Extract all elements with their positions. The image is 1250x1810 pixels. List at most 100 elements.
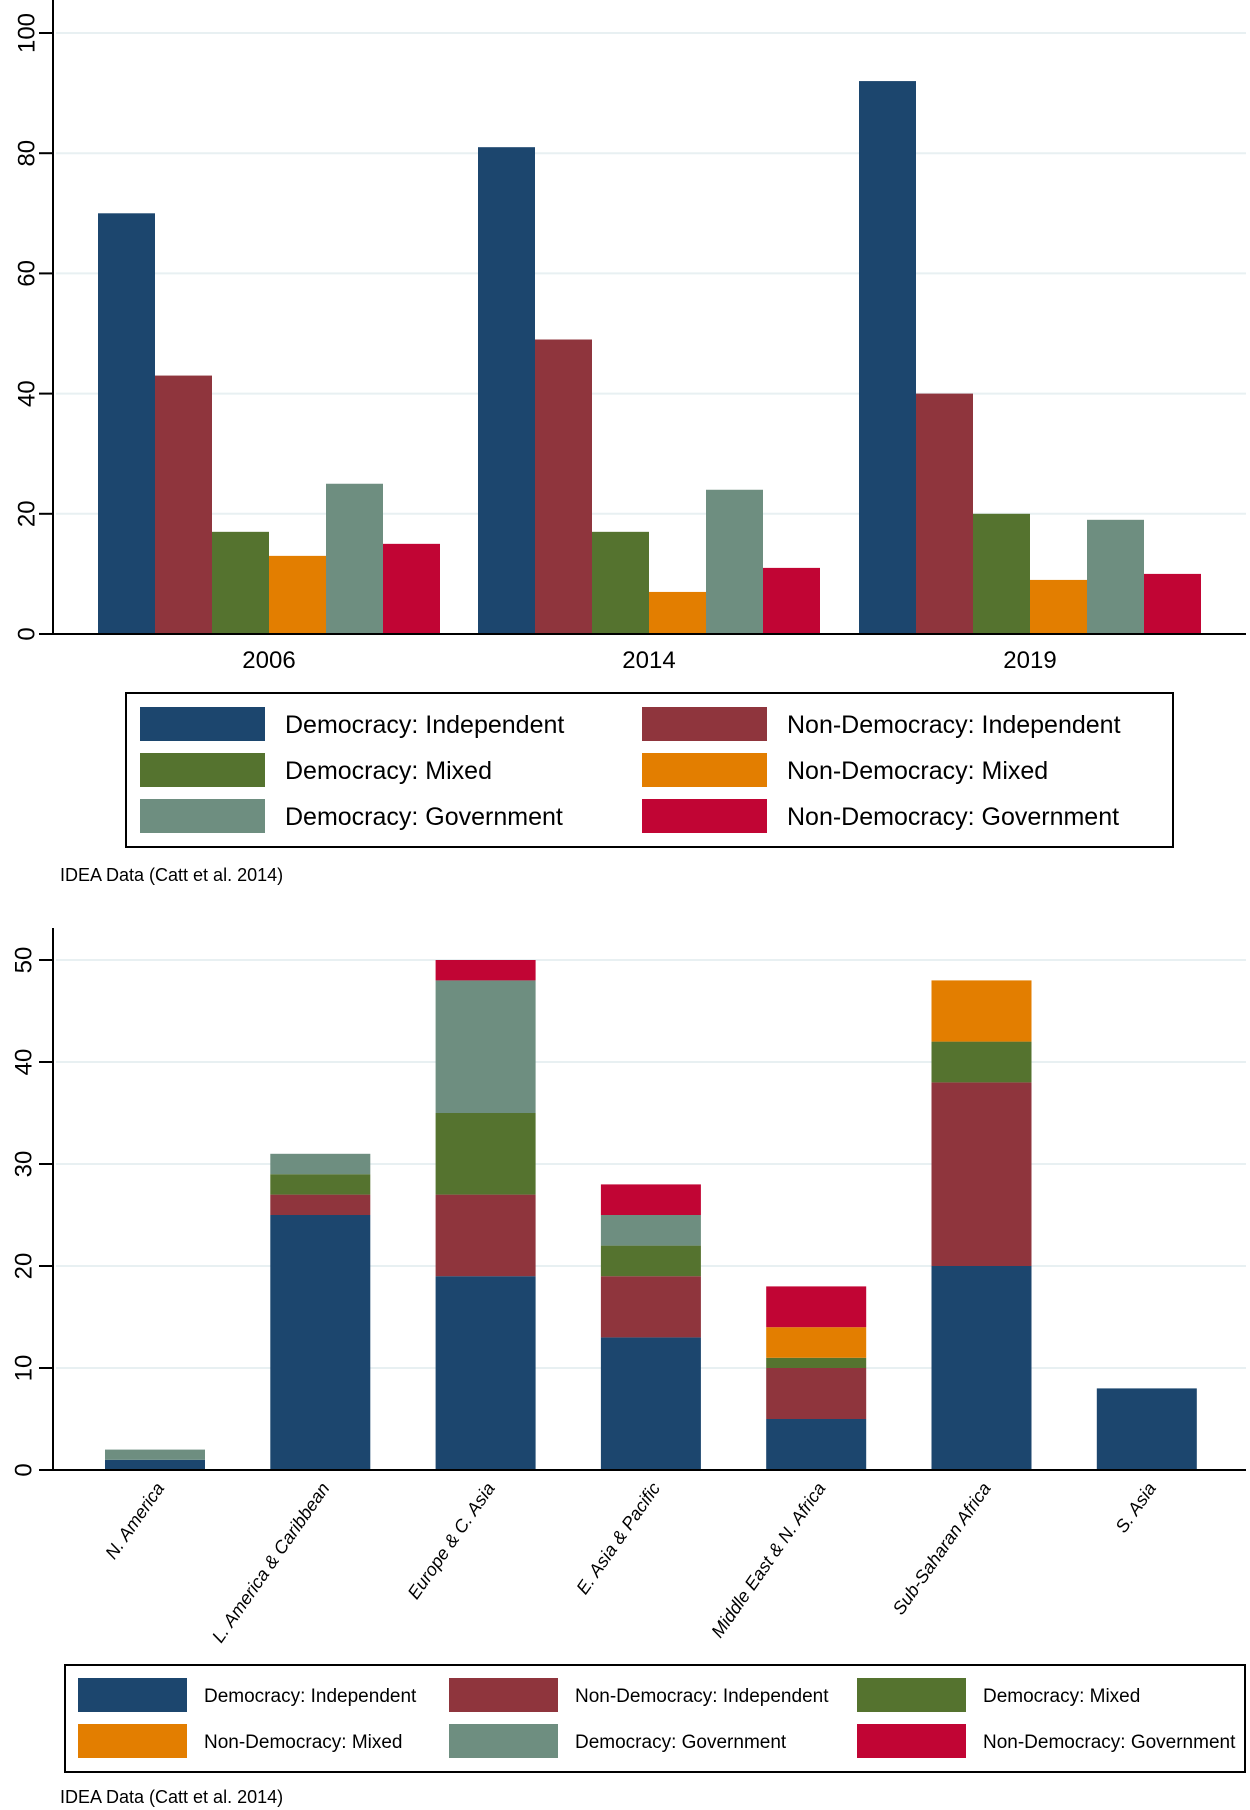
y-tick-label: 60 bbox=[14, 260, 41, 287]
x-tick-label: 2006 bbox=[242, 647, 295, 674]
x-tick-label: Middle East & N. Africa bbox=[707, 1479, 829, 1642]
y-tick-label: 30 bbox=[11, 1151, 38, 1178]
legend-swatch bbox=[140, 753, 265, 787]
bar bbox=[269, 555, 326, 634]
legend-label: Democracy: Independent bbox=[285, 711, 564, 739]
legend-swatch bbox=[140, 799, 265, 833]
bar-segment bbox=[435, 960, 536, 981]
bar-segment bbox=[105, 1459, 205, 1470]
bar-segment bbox=[766, 1368, 867, 1419]
x-tick-label: L. America & Caribbean bbox=[208, 1479, 334, 1646]
bar-segment bbox=[270, 1215, 371, 1470]
axes bbox=[39, 928, 1246, 1471]
bar-segment bbox=[270, 1194, 371, 1215]
y-tick-label: 50 bbox=[11, 947, 38, 974]
y-tick-label: 20 bbox=[14, 500, 41, 527]
grouped-bar-chart: 0 20 40 60 80 100 2006 2014 2019 Democracy: Ind… bbox=[14, 0, 1246, 885]
legend-label: Non-Democracy: Government bbox=[983, 1732, 1236, 1753]
bar bbox=[706, 489, 763, 634]
x-tick-label: N. America bbox=[101, 1479, 168, 1563]
legend-label: Democracy: Independent bbox=[204, 1686, 417, 1707]
y-tick-label: 100 bbox=[14, 13, 41, 53]
bar-segment bbox=[766, 1419, 867, 1470]
x-tick-labels: 2006 2014 2019 bbox=[242, 647, 1056, 674]
x-tick-label: 2014 bbox=[622, 647, 675, 674]
legend-swatch bbox=[642, 753, 767, 787]
bar-segment bbox=[931, 980, 1032, 1042]
legend-box bbox=[64, 1664, 1246, 1773]
bar-segment bbox=[766, 1327, 867, 1358]
x-tick-label: Sub-Saharan Africa bbox=[889, 1479, 995, 1619]
bar-segment bbox=[270, 1174, 371, 1195]
bar-segment bbox=[600, 1276, 701, 1338]
gridlines bbox=[56, 32, 1246, 515]
legend-swatch bbox=[857, 1678, 966, 1712]
bar bbox=[212, 531, 269, 634]
y-tick-label: 0 bbox=[14, 627, 41, 640]
bar-segment bbox=[435, 1194, 536, 1277]
legend: Democracy: Independent Non-Democracy: Ind… bbox=[125, 692, 1174, 848]
bar-segment bbox=[766, 1286, 867, 1328]
bar-segment bbox=[931, 1266, 1032, 1470]
bar-segment bbox=[931, 1082, 1032, 1266]
bar-segment bbox=[435, 1276, 536, 1470]
x-tick-label: E. Asia & Pacific bbox=[572, 1479, 664, 1598]
bar-segment bbox=[270, 1153, 371, 1175]
legend-swatch bbox=[449, 1724, 558, 1758]
bar bbox=[973, 513, 1030, 634]
bar bbox=[859, 81, 916, 634]
source-caption: IDEA Data (Catt et al. 2014) bbox=[60, 1787, 283, 1807]
y-tick-label: 20 bbox=[11, 1253, 38, 1280]
legend-label: Non-Democracy: Independent bbox=[787, 711, 1121, 739]
y-tick-label: 0 bbox=[11, 1463, 38, 1476]
bar-segment bbox=[600, 1245, 701, 1277]
bar-segment bbox=[105, 1449, 205, 1460]
legend-swatch bbox=[78, 1724, 187, 1758]
bar bbox=[326, 483, 383, 634]
bar bbox=[1144, 573, 1201, 634]
bar bbox=[916, 393, 973, 634]
y-tick-label: 40 bbox=[11, 1049, 38, 1076]
legend-label: Non-Democracy: Government bbox=[787, 803, 1119, 831]
bar bbox=[763, 567, 820, 634]
bar bbox=[649, 591, 706, 634]
bar-segment bbox=[435, 1113, 536, 1195]
bar-segment bbox=[600, 1337, 701, 1470]
legend: Democracy: Independent Non-Democracy: Ind… bbox=[64, 1664, 1246, 1773]
bar-segment bbox=[1096, 1388, 1197, 1470]
source-caption: IDEA Data (Catt et al. 2014) bbox=[60, 865, 283, 885]
y-tick-label: 10 bbox=[11, 1355, 38, 1382]
legend-label: Non-Democracy: Independent bbox=[575, 1686, 829, 1707]
legend-label: Non-Democracy: Mixed bbox=[787, 757, 1048, 785]
bar-segment bbox=[931, 1041, 1032, 1083]
bars bbox=[105, 960, 1197, 1470]
y-tick-label: 80 bbox=[14, 140, 41, 167]
legend-label: Non-Democracy: Mixed bbox=[204, 1732, 403, 1753]
bar bbox=[155, 375, 212, 634]
x-tick-label: S. Asia bbox=[1111, 1479, 1160, 1537]
legend-label: Democracy: Mixed bbox=[285, 757, 492, 785]
bar bbox=[383, 543, 440, 634]
legend-label: Democracy: Government bbox=[575, 1732, 787, 1753]
axes bbox=[39, 0, 1246, 635]
stacked-bar-chart: 0 10 20 30 40 50 N. America L. America & Carib… bbox=[11, 928, 1246, 1807]
x-tick-labels: N. America L. America & Caribbean Europe &… bbox=[101, 1479, 1160, 1646]
legend-swatch bbox=[449, 1678, 558, 1712]
bar bbox=[592, 531, 649, 634]
bar-segment bbox=[600, 1184, 701, 1215]
legend-swatch bbox=[78, 1678, 187, 1712]
bar bbox=[1030, 579, 1087, 634]
bars bbox=[98, 81, 1201, 635]
bar bbox=[1087, 519, 1144, 634]
x-tick-label: Europe & C. Asia bbox=[404, 1479, 499, 1603]
y-tick-labels: 0 10 20 30 40 50 bbox=[11, 947, 38, 1477]
legend-label: Democracy: Government bbox=[285, 803, 563, 831]
x-tick-label: 2019 bbox=[1003, 647, 1056, 674]
legend-swatch bbox=[857, 1724, 966, 1758]
bar bbox=[535, 339, 592, 634]
legend-swatch bbox=[642, 707, 767, 741]
y-tick-label: 40 bbox=[14, 380, 41, 407]
bar bbox=[478, 147, 535, 634]
bar-segment bbox=[600, 1215, 701, 1246]
